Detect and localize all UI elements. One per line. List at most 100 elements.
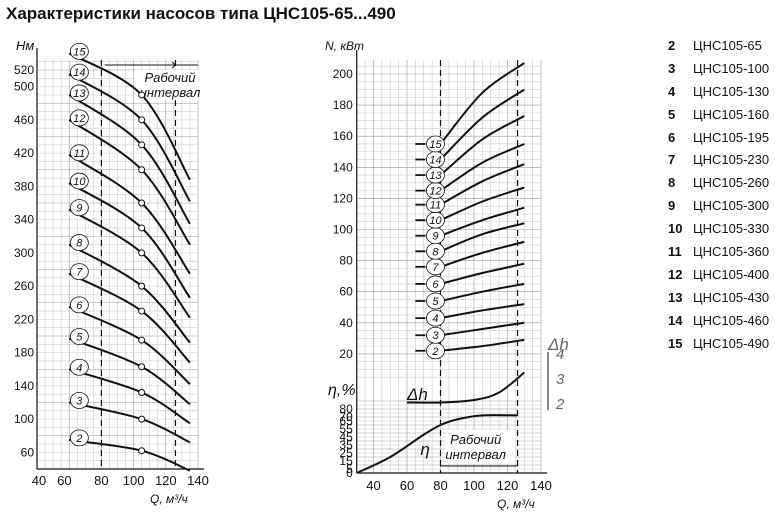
y-tick-label: 420: [14, 146, 34, 160]
series-label-circle: [426, 326, 445, 344]
series-label: 6: [76, 300, 83, 312]
series-label: 9: [76, 203, 82, 215]
y-tick-label: 140: [14, 379, 34, 393]
y-tick-label: 65: [339, 414, 353, 428]
legend-model: ЦНС105-430: [693, 289, 770, 305]
y-tick-label: 140: [333, 160, 353, 174]
series-label-circle: [426, 292, 445, 310]
series-label: 10: [429, 215, 442, 227]
x-tick-label: 140: [187, 473, 209, 488]
nominal-point: [138, 116, 146, 124]
legend-model: ЦНС105-195: [693, 129, 770, 145]
nominal-point: [138, 389, 146, 397]
y-tick-label: 160: [333, 129, 353, 143]
legend-model: ЦНС105-400: [693, 266, 770, 282]
legend-number: 3: [668, 60, 676, 76]
efficiency-label: η: [420, 440, 429, 459]
nominal-point: [138, 199, 146, 207]
x-tick-label: 140: [530, 478, 552, 493]
series-label: 3: [432, 330, 439, 342]
arrow-head: [171, 61, 177, 69]
legend-model: ЦНС105-65: [693, 38, 762, 53]
series-label: 4: [432, 313, 438, 325]
series-label: 2: [75, 433, 82, 445]
series-label: 2: [431, 346, 438, 358]
y-tick-label: 70: [339, 410, 353, 424]
nominal-point: [138, 249, 146, 257]
legend-model: ЦНС105-130: [693, 83, 770, 99]
legend-item: 11 ЦНС105-360: [668, 244, 773, 267]
series-label-circle: [69, 199, 89, 217]
series-label: 5: [432, 296, 439, 308]
series-label-circle: [69, 392, 89, 409]
y-tick-label: 380: [14, 179, 34, 193]
legend-item: 2 ЦНС105-65: [668, 38, 773, 61]
legend-number: 14: [668, 312, 683, 328]
series-label: 15: [429, 139, 442, 151]
work-range-label-bg: [445, 430, 516, 464]
x-tick-label: 100: [123, 473, 145, 488]
y-tick-label: 15: [339, 454, 353, 468]
y-tick-label: 80: [339, 254, 353, 268]
y-tick-label: 25: [339, 446, 353, 460]
series-label: 14: [429, 155, 441, 167]
nominal-point: [138, 363, 146, 371]
y-tick-label: 100: [14, 412, 34, 426]
power-curve-4: [440, 303, 525, 320]
legend-number: 9: [668, 198, 676, 214]
power-curve-14: [439, 88, 525, 161]
head-curve-2: [69, 438, 191, 472]
nominal-point: [138, 307, 146, 315]
efficiency-curve: [356, 414, 518, 474]
y-axis-label: N, кВт: [325, 39, 364, 53]
legend-item: 3 ЦНС105-100: [668, 61, 773, 84]
series-label-circle: [69, 172, 89, 190]
series-label: 5: [76, 331, 83, 343]
work-range-label: интервал: [140, 85, 201, 100]
head-chart: Hм60100140180220260300340380420460500520…: [14, 38, 209, 506]
power-curve-3: [440, 321, 525, 337]
power-curve-11: [440, 163, 525, 206]
series-label: 13: [73, 88, 86, 100]
series-label: 9: [432, 231, 438, 243]
nominal-point: [138, 166, 146, 174]
legend-model: ЦНС105-330: [693, 221, 770, 237]
nominal-point: [138, 282, 146, 290]
series-label: 11: [74, 148, 85, 160]
dh-tick-label: 4: [556, 346, 564, 363]
x-tick-label: 40: [32, 473, 46, 488]
series-label: 7: [432, 262, 439, 274]
series-label-circle: [426, 309, 445, 327]
work-range-label: интервал: [445, 447, 506, 462]
legend-item: 12 ЦНС105-400: [668, 267, 773, 290]
power-curve-12: [439, 143, 525, 192]
power-curve-9: [440, 206, 525, 237]
y-tick-label: 0: [346, 466, 353, 480]
x-tick-label: 80: [94, 473, 108, 488]
legend-model: ЦНС105-230: [693, 152, 770, 168]
power-curve-15: [439, 62, 525, 145]
legend-model: ЦНС105-490: [693, 335, 770, 351]
legend-item: 10 ЦНС105-330: [668, 221, 773, 244]
y-tick-label: 100: [333, 223, 353, 237]
series-label: 6: [432, 279, 439, 291]
legend-item: 5 ЦНС105-160: [668, 107, 773, 130]
dh-tick-label: 3: [556, 371, 565, 388]
power-curve-13: [439, 115, 525, 176]
x-tick-label: 60: [57, 473, 71, 488]
legend-number: 13: [668, 289, 683, 305]
legend-model: ЦНС105-460: [693, 312, 770, 328]
y-tick-label: 460: [14, 113, 34, 127]
y-tick-label: 55: [339, 422, 353, 436]
series-label: 12: [429, 186, 441, 198]
series-label-circle: [69, 263, 89, 281]
y-tick-label: 260: [14, 279, 34, 293]
work-range-label-bg: [135, 70, 201, 100]
y-tick-label: 120: [333, 191, 353, 205]
series-label-circle: [69, 63, 89, 81]
legend-number: 2: [668, 38, 676, 53]
series-label-circle: [69, 429, 89, 447]
legend-number: 15: [668, 335, 683, 351]
legend-model: ЦНС105-360: [693, 244, 770, 260]
legend-number: 12: [668, 266, 683, 282]
